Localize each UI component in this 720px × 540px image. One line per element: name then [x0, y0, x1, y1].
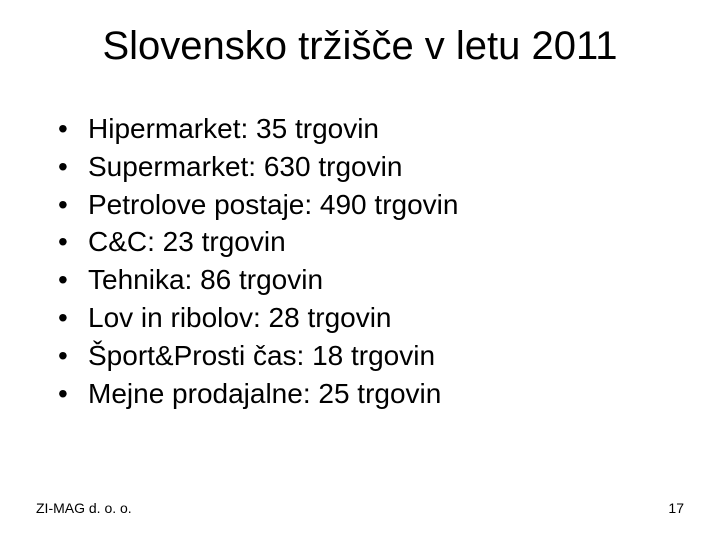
slide-title: Slovensko tržišče v letu 2011	[0, 24, 720, 69]
list-item: Petrolove postaje: 490 trgovin	[52, 186, 668, 224]
slide: Slovensko tržišče v letu 2011 Hipermarke…	[0, 0, 720, 540]
list-item: Hipermarket: 35 trgovin	[52, 110, 668, 148]
list-item: Supermarket: 630 trgovin	[52, 148, 668, 186]
slide-body: Hipermarket: 35 trgovin Supermarket: 630…	[52, 110, 668, 412]
list-item: C&C: 23 trgovin	[52, 223, 668, 261]
list-item: Tehnika: 86 trgovin	[52, 261, 668, 299]
list-item: Šport&Prosti čas: 18 trgovin	[52, 337, 668, 375]
list-item: Mejne prodajalne: 25 trgovin	[52, 375, 668, 413]
bullet-list: Hipermarket: 35 trgovin Supermarket: 630…	[52, 110, 668, 412]
list-item: Lov in ribolov: 28 trgovin	[52, 299, 668, 337]
footer-company: ZI-MAG d. o. o.	[36, 500, 132, 516]
footer-page-number: 17	[668, 500, 684, 516]
